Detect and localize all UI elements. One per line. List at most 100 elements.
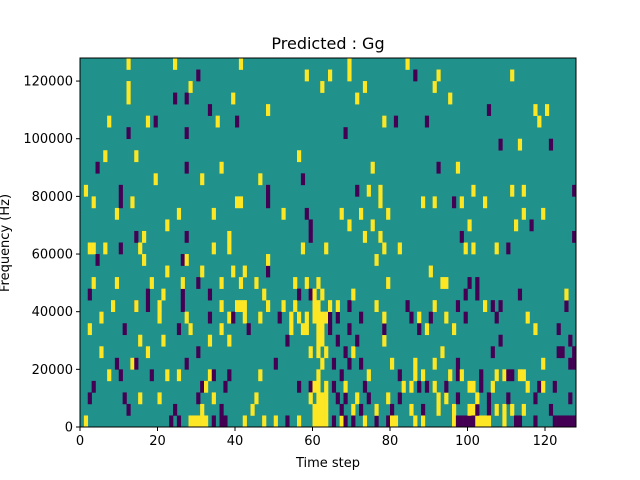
heatmap-cell bbox=[541, 207, 546, 220]
y-tick-label: 40000 bbox=[32, 305, 73, 320]
heatmap-cell bbox=[452, 196, 457, 209]
heatmap-cell bbox=[467, 277, 472, 289]
heatmap-cell bbox=[390, 403, 395, 416]
heatmap-cell bbox=[521, 403, 526, 416]
heatmap-cell bbox=[479, 380, 484, 393]
heatmap-cell bbox=[525, 380, 530, 393]
heatmap-cell bbox=[238, 300, 244, 312]
plot-frame bbox=[79, 57, 577, 428]
heatmap-cell bbox=[541, 380, 546, 393]
heatmap-cell bbox=[378, 196, 383, 209]
heatmap-cell bbox=[556, 323, 561, 336]
heatmap-cell bbox=[537, 380, 542, 393]
heatmap-cell bbox=[405, 58, 410, 70]
heatmap-cell bbox=[316, 323, 321, 336]
heatmap-cell bbox=[421, 415, 426, 428]
heatmap-cell bbox=[316, 277, 321, 289]
heatmap-cell bbox=[320, 311, 325, 324]
heatmap-cell bbox=[572, 415, 577, 428]
heatmap-cell bbox=[347, 357, 352, 370]
heatmap-cell bbox=[397, 392, 402, 405]
heatmap-cell bbox=[219, 323, 224, 336]
heatmap-cell bbox=[316, 311, 321, 324]
heatmap-cell bbox=[122, 323, 127, 336]
heatmap-cell bbox=[498, 138, 503, 151]
heatmap-cell bbox=[320, 81, 325, 93]
heatmap-cell bbox=[103, 150, 108, 163]
heatmap-cell bbox=[343, 392, 348, 405]
heatmap-cell bbox=[254, 277, 259, 289]
heatmap-cell bbox=[339, 403, 344, 416]
heatmap-cell bbox=[382, 323, 387, 336]
heatmap-cell bbox=[452, 403, 457, 416]
heatmap-cell bbox=[320, 334, 325, 347]
heatmap-cell bbox=[99, 311, 104, 324]
heatmap-cell bbox=[475, 403, 480, 416]
y-axis: 0 20000 40000 60000 80000 100000 120000 bbox=[23, 75, 80, 436]
heatmap-cell bbox=[165, 219, 170, 232]
x-axis-title: Time step bbox=[295, 456, 360, 471]
heatmap-cell bbox=[494, 403, 499, 416]
heatmap-cell bbox=[207, 311, 213, 324]
heatmap-cell bbox=[273, 415, 278, 428]
heatmap-cell bbox=[231, 92, 236, 105]
heatmap-cell bbox=[475, 288, 480, 301]
heatmap-cell bbox=[207, 334, 213, 347]
heatmap-cell bbox=[517, 369, 523, 382]
heatmap-cell bbox=[207, 104, 213, 116]
heatmap-cell bbox=[417, 380, 422, 393]
heatmap-cell bbox=[312, 300, 317, 312]
heatmap-cell bbox=[126, 58, 131, 70]
heatmap-cell bbox=[541, 357, 546, 370]
heatmap-cell bbox=[436, 69, 441, 82]
heatmap-cell bbox=[498, 300, 503, 312]
heatmap-cell bbox=[277, 311, 282, 324]
heatmap-cell bbox=[382, 311, 387, 324]
heatmap-cell bbox=[517, 415, 523, 428]
heatmap-cell bbox=[417, 323, 422, 336]
heatmap-cell bbox=[188, 323, 193, 336]
heatmap-cell bbox=[223, 415, 228, 428]
heatmap-cell bbox=[254, 392, 259, 405]
heatmap-cell bbox=[87, 288, 92, 301]
heatmap-cell bbox=[572, 230, 577, 243]
heatmap-cell bbox=[374, 254, 379, 266]
heatmap-cell bbox=[215, 115, 220, 128]
heatmap-cell bbox=[145, 288, 151, 301]
heatmap-cell bbox=[300, 173, 306, 186]
heatmap-cell bbox=[107, 115, 112, 128]
heatmap-cell bbox=[200, 380, 205, 393]
heatmap-cell bbox=[525, 311, 530, 324]
heatmap-cell bbox=[258, 369, 263, 382]
heatmap-cell bbox=[424, 323, 430, 336]
heatmap-cell bbox=[521, 369, 526, 382]
heatmap-cell bbox=[188, 415, 193, 428]
heatmap-cell bbox=[207, 369, 213, 382]
heatmap-cell bbox=[312, 415, 317, 428]
heatmap-cell bbox=[564, 415, 569, 428]
heatmap-cell bbox=[300, 242, 306, 255]
heatmap-cell bbox=[533, 392, 538, 405]
heatmap-cell bbox=[533, 323, 538, 336]
heatmap-cell bbox=[568, 357, 573, 370]
chart-title: Predicted : Gg bbox=[271, 34, 384, 53]
heatmap-cell bbox=[103, 242, 108, 255]
heatmap-cell bbox=[184, 92, 189, 105]
heatmap-cell bbox=[316, 380, 321, 393]
x-tick-label: 20 bbox=[149, 434, 166, 449]
heatmap-cell bbox=[467, 415, 472, 428]
heatmap-cell bbox=[517, 138, 523, 151]
heatmap-cell bbox=[169, 415, 174, 428]
heatmap-cell bbox=[316, 415, 321, 428]
heatmap-cell bbox=[572, 184, 577, 197]
heatmap-cell bbox=[320, 323, 325, 336]
heatmap-cell bbox=[510, 184, 515, 197]
heatmap-cell bbox=[308, 346, 313, 359]
heatmap-cell bbox=[173, 58, 178, 70]
heatmap-cell bbox=[370, 161, 375, 174]
heatmap-cell bbox=[227, 242, 232, 255]
heatmap-cell bbox=[285, 334, 290, 347]
heatmap-cell bbox=[200, 415, 205, 428]
heatmap-cell bbox=[409, 403, 414, 416]
heatmap-cell bbox=[436, 392, 441, 405]
